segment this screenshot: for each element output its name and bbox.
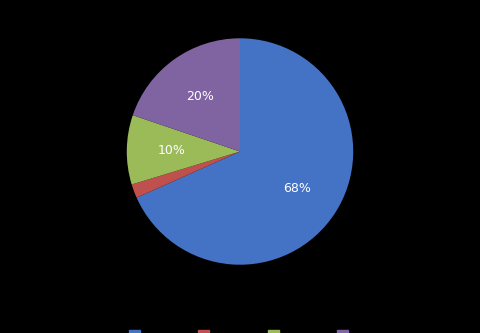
Wedge shape xyxy=(137,38,353,265)
Text: 20%: 20% xyxy=(186,90,215,103)
Text: 68%: 68% xyxy=(283,182,311,195)
Legend: , , , : , , , xyxy=(123,323,357,333)
Text: 10%: 10% xyxy=(158,144,186,157)
Wedge shape xyxy=(133,38,240,152)
Wedge shape xyxy=(127,115,240,184)
Wedge shape xyxy=(132,152,240,198)
